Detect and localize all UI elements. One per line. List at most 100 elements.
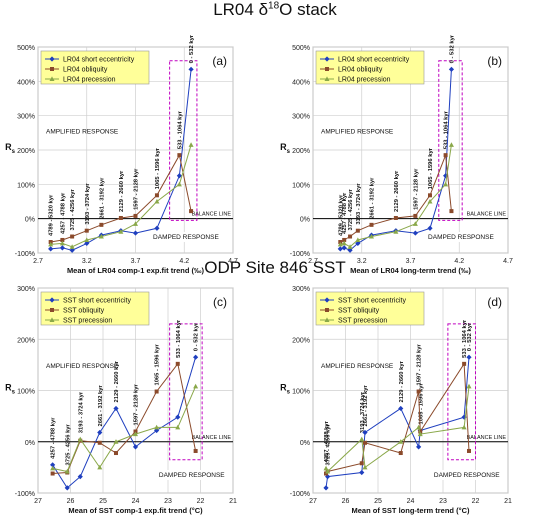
legend-marker	[49, 56, 55, 62]
annotation-damped: DAMPED RESPONSE	[428, 234, 494, 241]
interval-label: 0 - 532 kyr	[189, 34, 195, 63]
data-point	[325, 468, 331, 474]
interval-label: 4257 - 4788 kyr	[51, 417, 57, 459]
annotation-balance: BALANCE LINE	[467, 435, 507, 441]
data-point	[133, 221, 138, 226]
y-tick-label: 300%	[17, 114, 35, 121]
legend-marker	[324, 317, 330, 322]
data-point	[449, 209, 454, 214]
interval-label: 533 - 1064 kyr	[177, 110, 183, 149]
damped-bg	[151, 232, 216, 242]
data-point	[177, 153, 182, 158]
data-point	[428, 193, 432, 198]
interval-label: 4789 - 5320 kyr	[338, 194, 344, 236]
interval-label: 1065 - 1596 kyr	[155, 147, 161, 189]
x-axis-label: Mean of LR04 comp-1 exp.fit trend (‰)	[67, 266, 205, 275]
x-tick-label: 27	[309, 498, 317, 505]
interval-label: 0 - 532 kyr	[449, 34, 455, 63]
data-point	[48, 241, 54, 247]
x-tick-label: 4.2	[454, 258, 464, 265]
data-point	[323, 485, 329, 491]
y-tick-label: 500%	[17, 45, 35, 52]
data-point	[113, 439, 119, 444]
interval-label: 2129 - 2660 kyr	[119, 170, 125, 212]
x-axis-label: Mean of SST comp-1 exp.fit trend (°C)	[68, 506, 203, 515]
data-point	[97, 429, 103, 436]
data-point	[84, 240, 90, 246]
interval-label: 0 - 532 kyr	[194, 322, 200, 351]
data-point	[359, 461, 364, 466]
data-point	[154, 198, 160, 204]
series-line-0	[50, 69, 192, 251]
chart-panel-c: -100% 0% 100% 200% 300% 27 26 25 24 23 22 21 Mean of…	[5, 286, 237, 515]
data-point	[448, 142, 454, 147]
data-point	[50, 465, 56, 471]
damped-bg	[431, 470, 496, 480]
data-point	[427, 225, 433, 231]
data-point	[175, 424, 181, 430]
legend-entry: LR04 short eccentricity	[338, 57, 410, 64]
x-tick-label: 27	[34, 498, 42, 505]
data-point	[188, 66, 194, 72]
x-tick-label: 3.7	[406, 258, 416, 265]
legend-entry: LR04 precession	[338, 77, 391, 84]
x-tick-label: 24	[407, 498, 415, 505]
y-tick-label: 500%	[292, 45, 310, 52]
data-point	[97, 440, 102, 445]
annotation-damped: DAMPED RESPONSE	[153, 234, 219, 241]
y-axis-label: Rs	[280, 383, 291, 396]
x-tick-label: 4.7	[228, 258, 238, 265]
data-point	[154, 193, 159, 198]
legend-entry: LR04 obliquity	[63, 67, 108, 74]
x-tick-label: 2.7	[308, 258, 318, 265]
panel-label: (d)	[487, 295, 502, 309]
data-point	[342, 237, 347, 242]
data-point	[398, 405, 404, 412]
data-point	[323, 465, 329, 471]
interval-label: 3725 - 4256 kyr	[70, 189, 76, 231]
data-point	[59, 245, 65, 251]
interval-label: 533 - 1064 kyr	[444, 110, 450, 149]
highlight-box	[169, 323, 203, 461]
series-line-1	[50, 153, 192, 243]
legend-entry: SST precession	[63, 318, 112, 325]
panel-label: (b)	[487, 54, 502, 68]
interval-label: 533 - 1064 kyr	[176, 319, 182, 358]
data-point	[154, 424, 160, 430]
legend-entry: SST short eccentricity	[63, 298, 131, 305]
interval-label: 3725 - 4256 kyr	[326, 423, 332, 465]
data-point	[114, 451, 118, 456]
legend-marker	[325, 67, 329, 71]
interval-label: 4257 - 4788 kyr	[342, 192, 348, 234]
data-point	[341, 240, 347, 246]
legend-entry: LR04 short eccentricity	[63, 57, 135, 64]
highlight-box	[447, 323, 476, 461]
legend-marker	[324, 76, 330, 81]
interval-label: 533 - 1064 kyr	[462, 319, 468, 358]
series-line-0	[340, 69, 452, 251]
panel-label: (c)	[213, 295, 227, 309]
interval-label: 3193 - 3724 kyr	[356, 183, 362, 225]
data-point	[393, 229, 399, 234]
data-point	[188, 142, 194, 147]
y-tick-label: 100%	[292, 182, 310, 189]
x-tick-label: 21	[229, 498, 237, 505]
legend-marker	[49, 297, 55, 303]
highlight-box	[169, 60, 198, 221]
chart-panel-b: -100% 0% 100% 200% 300% 400% 500% 2.7 3.2 3.7 4.2 4…	[280, 34, 513, 275]
x-axis-label: Mean of LR04 long-term trend (‰)	[350, 266, 471, 275]
annotation-amplified: AMPLIFIED RESPONSE	[46, 363, 119, 370]
data-point	[118, 215, 123, 220]
interval-label: 3725 - 4256 kyr	[65, 423, 71, 465]
data-point	[427, 198, 433, 204]
data-point	[193, 448, 198, 453]
interval-label: 3725 - 4256 kyr	[348, 189, 354, 231]
data-point	[176, 181, 182, 187]
series-line-2	[50, 144, 192, 248]
interval-label: 0 - 532 kyr	[467, 322, 473, 351]
interval-label: 1065 - 1596 kyr	[418, 382, 424, 424]
y-axis-label: Rs	[5, 383, 16, 396]
y-tick-label: 100%	[292, 389, 310, 396]
y-tick-label: 300%	[292, 286, 310, 293]
annotation-balance: BALANCE LINE	[467, 212, 507, 218]
